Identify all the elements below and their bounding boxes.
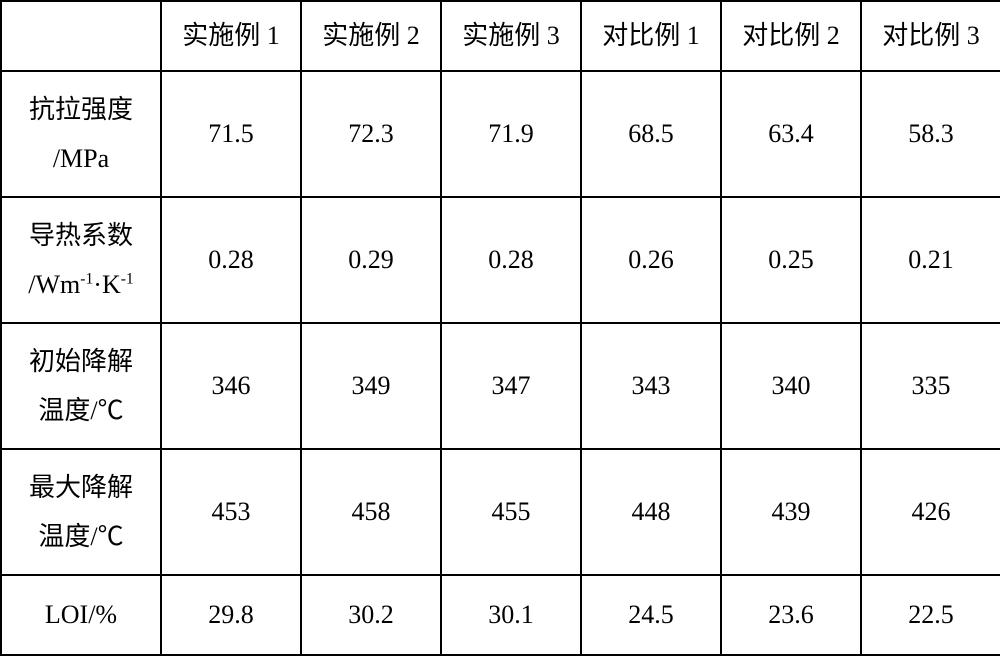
cell: 0.21	[861, 197, 1000, 323]
cell: 346	[161, 323, 301, 449]
table-row-tensile: 抗拉强度 /MPa 71.5 72.3 71.9 68.5 63.4 58.3	[1, 71, 1000, 197]
row-label-loi: LOI/%	[1, 575, 161, 655]
cell: 343	[581, 323, 721, 449]
cell: 71.9	[441, 71, 581, 197]
cell: 340	[721, 323, 861, 449]
cell: 24.5	[581, 575, 721, 655]
header-cell-blank	[1, 1, 161, 71]
header-cell-cmp3: 对比例 3	[861, 1, 1000, 71]
table-header-row: 实施例 1 实施例 2 实施例 3 对比例 1 对比例 2 对比例 3	[1, 1, 1000, 71]
cell: 0.29	[301, 197, 441, 323]
row-label-line: 温度/℃	[38, 396, 123, 425]
row-label-line: /MPa	[53, 144, 109, 173]
cell: 0.28	[161, 197, 301, 323]
cell: 335	[861, 323, 1000, 449]
cell: 58.3	[861, 71, 1000, 197]
cell: 0.25	[721, 197, 861, 323]
table-row-initdeg: 初始降解 温度/℃ 346 349 347 343 340 335	[1, 323, 1000, 449]
cell: 71.5	[161, 71, 301, 197]
cell: 63.4	[721, 71, 861, 197]
row-label-line: 最大降解	[29, 473, 133, 502]
header-cell-cmp2: 对比例 2	[721, 1, 861, 71]
row-label-line: 温度/℃	[38, 522, 123, 551]
header-cell-cmp1: 对比例 1	[581, 1, 721, 71]
row-label-tensile: 抗拉强度 /MPa	[1, 71, 161, 197]
cell: 0.26	[581, 197, 721, 323]
cell: 72.3	[301, 71, 441, 197]
row-label-line: 导热系数	[29, 221, 133, 250]
cell: 458	[301, 449, 441, 575]
cell: 455	[441, 449, 581, 575]
cell: 23.6	[721, 575, 861, 655]
cell: 30.2	[301, 575, 441, 655]
cell: 349	[301, 323, 441, 449]
cell: 347	[441, 323, 581, 449]
data-table: 实施例 1 实施例 2 实施例 3 对比例 1 对比例 2 对比例 3 抗拉强度…	[0, 0, 1000, 656]
table-row-thermal: 导热系数 /Wm-1·K-1 0.28 0.29 0.28 0.26 0.25 …	[1, 197, 1000, 323]
row-label-initdeg: 初始降解 温度/℃	[1, 323, 161, 449]
row-label-unit: /Wm-1·K-1	[28, 270, 133, 299]
header-cell-ex3: 实施例 3	[441, 1, 581, 71]
cell: 0.28	[441, 197, 581, 323]
cell: 453	[161, 449, 301, 575]
cell: 22.5	[861, 575, 1000, 655]
cell: 68.5	[581, 71, 721, 197]
cell: 29.8	[161, 575, 301, 655]
header-cell-ex1: 实施例 1	[161, 1, 301, 71]
row-label-maxdeg: 最大降解 温度/℃	[1, 449, 161, 575]
table-row-maxdeg: 最大降解 温度/℃ 453 458 455 448 439 426	[1, 449, 1000, 575]
row-label-line: 初始降解	[29, 347, 133, 376]
header-cell-ex2: 实施例 2	[301, 1, 441, 71]
row-label-thermal: 导热系数 /Wm-1·K-1	[1, 197, 161, 323]
table-row-loi: LOI/% 29.8 30.2 30.1 24.5 23.6 22.5	[1, 575, 1000, 655]
cell: 439	[721, 449, 861, 575]
row-label-line: 抗拉强度	[29, 95, 133, 124]
cell: 448	[581, 449, 721, 575]
cell: 426	[861, 449, 1000, 575]
cell: 30.1	[441, 575, 581, 655]
